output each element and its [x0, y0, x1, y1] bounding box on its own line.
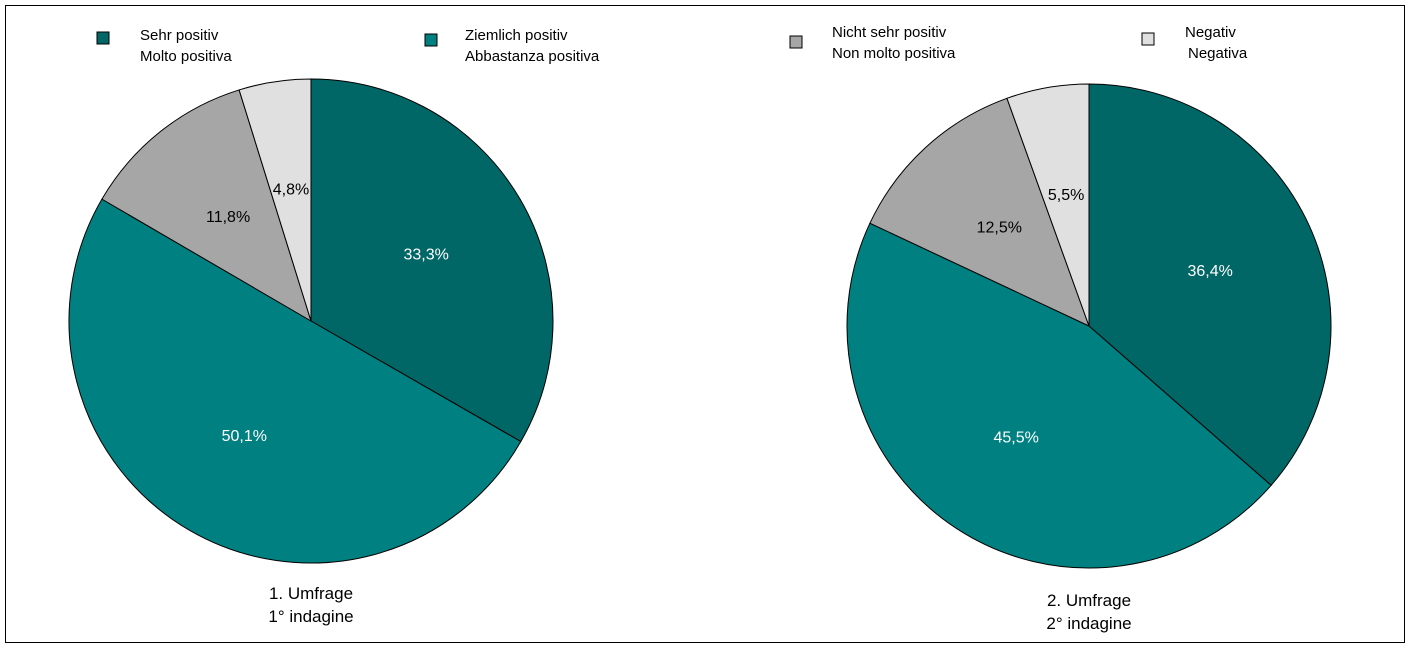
legend-label-line1: Negativ: [1185, 24, 1236, 41]
legend-label-line1: Sehr positiv: [140, 27, 219, 44]
pie-slice-label: 12,5%: [977, 220, 1022, 237]
pie-slice: [846, 222, 1272, 569]
legend-item-ziemlich-positiv: Ziemlich positiv Abbastanza positiva: [424, 27, 600, 65]
legend-swatch-nicht-sehr-positiv: [789, 35, 803, 49]
legend-label-line1: Ziemlich positiv: [465, 27, 568, 44]
legend-item-nicht-sehr-positiv: Nicht sehr positiv Non molto positiva: [789, 24, 956, 62]
legend-swatch-sehr-positiv: [96, 31, 110, 45]
legend-label-line2: Molto positiva: [140, 48, 232, 65]
pie-slice: [68, 198, 522, 564]
legend-swatch-ziemlich-positiv: [424, 33, 438, 47]
pie-slice: [1088, 83, 1332, 487]
pie-slice: [238, 78, 312, 322]
legend-swatch-negativ: [1141, 32, 1155, 46]
legend-label-line1: Nicht sehr positiv: [832, 24, 947, 41]
pie-slice-label: 5,5%: [1048, 187, 1084, 204]
pie-caption-line1: 1. Umfrage: [269, 584, 353, 603]
pie-slice-label: 4,8%: [273, 181, 309, 198]
legend-item-sehr-positiv: Sehr positiv Molto positiva: [96, 27, 232, 65]
legend-label-line2: Non molto positiva: [832, 45, 956, 62]
pie-caption-line2: 1° indagine: [268, 607, 353, 626]
pie-slice: [310, 78, 554, 443]
pie-chart-first-survey: 33,3% 50,1% 11,8% 4,8%: [68, 78, 554, 564]
legend-label-line2: Negativa: [1188, 45, 1248, 62]
pie-slice-label: 36,4%: [1188, 263, 1233, 280]
pie-caption-line2: 2° indagine: [1046, 614, 1131, 633]
legend-label-line2: Abbastanza positiva: [465, 48, 600, 65]
pie-slice-label: 11,8%: [206, 209, 250, 226]
pie-chart-second-survey: 36,4% 45,5% 12,5% 5,5%: [846, 83, 1332, 569]
legend-item-negativ: Negativ Negativa: [1141, 24, 1248, 62]
pie-slice-label: 33,3%: [404, 246, 449, 263]
legend: Sehr positiv Molto positiva Ziemlich pos…: [96, 24, 1248, 65]
pie-slice: [869, 97, 1090, 327]
pie-slice: [1006, 83, 1090, 327]
pie-slice: [101, 89, 312, 323]
pie-slice-label: 45,5%: [994, 429, 1039, 446]
pie-slice-label: 50,1%: [222, 428, 267, 445]
pie-caption-line1: 2. Umfrage: [1047, 591, 1131, 610]
